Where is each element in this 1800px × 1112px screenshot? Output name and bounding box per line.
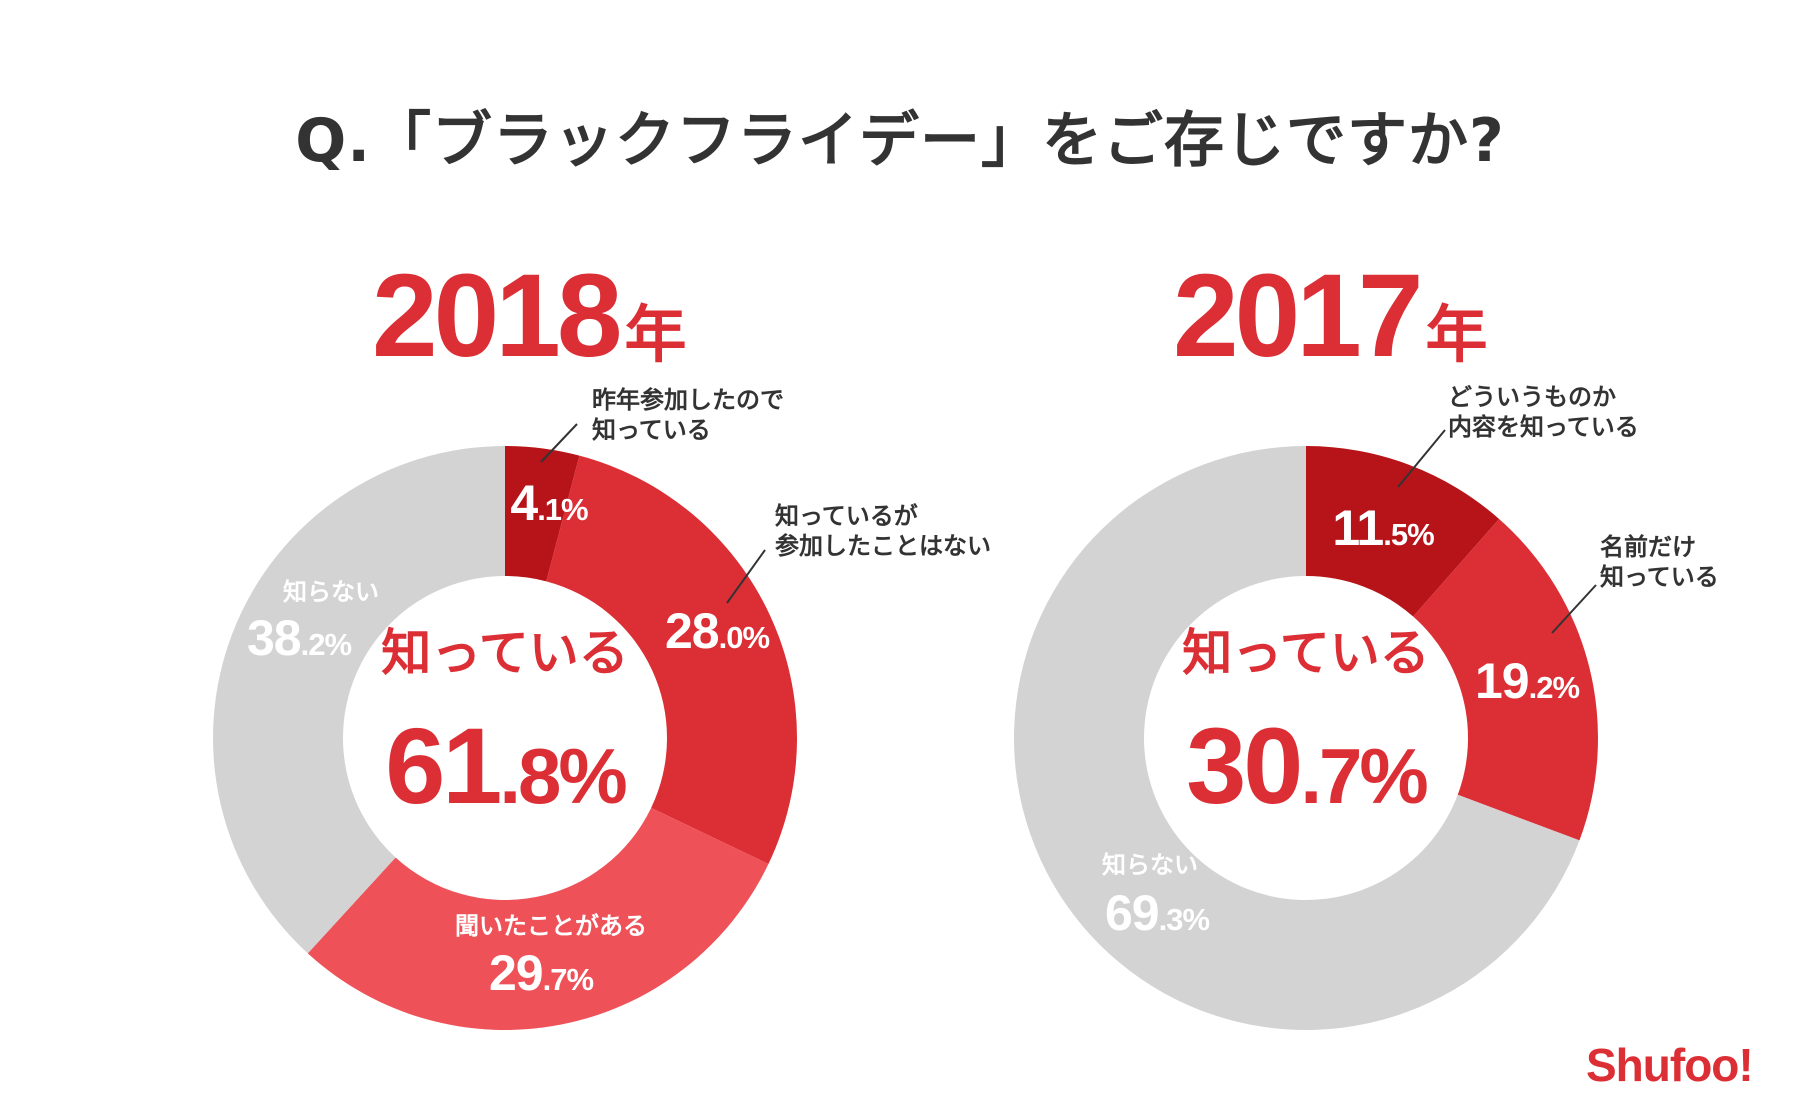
center-label: 知っている	[381, 624, 629, 682]
leader-line	[726, 549, 766, 604]
shufoo-logo: Shufoo!	[1586, 1039, 1754, 1091]
slice-2	[546, 455, 797, 864]
slice-label: 知らない	[1102, 851, 1198, 879]
leader-line	[1551, 584, 1597, 634]
slice-1	[1306, 446, 1500, 617]
slice-label: どういうものか内容を知っている	[1448, 383, 1639, 441]
slice-label: 昨年参加したので知っている	[592, 386, 784, 444]
year-unit: 年	[624, 298, 687, 371]
slice-value: 4.1%	[510, 475, 588, 531]
slice-label: 聞いたことがある	[455, 912, 647, 940]
center-value: 61.8%	[385, 705, 626, 826]
center-label: 知っている	[1182, 624, 1430, 682]
year-heading-2018: 2018年	[372, 248, 687, 384]
slice-value: 11.5%	[1332, 500, 1434, 556]
slice-value: 38.2%	[247, 610, 351, 666]
year-unit: 年	[1425, 298, 1488, 371]
slice-label: 知っているが参加したことはない	[775, 502, 991, 560]
donut-2017: どういうものか内容を知っている 11.5% 名前だけ知っている 19.2% 知らない 69…	[1013, 383, 1719, 1030]
slice-4	[213, 446, 506, 954]
leader-line	[1397, 429, 1446, 488]
slice-value: 19.2%	[1475, 653, 1579, 709]
slice-value: 29.7%	[489, 945, 593, 1001]
slice-1	[505, 446, 580, 582]
chart-title: Q.「ブラックフライデー」をご存じですか?	[295, 106, 1505, 176]
slice-label: 知らない	[283, 578, 379, 606]
slice-2	[1413, 518, 1598, 841]
year-number: 2018	[372, 250, 623, 382]
slice-value: 69.3%	[1105, 885, 1209, 941]
leader-line	[540, 423, 578, 463]
year-heading-2017: 2017年	[1173, 248, 1488, 384]
slice-3	[307, 807, 769, 1030]
center-value: 30.7%	[1186, 705, 1427, 826]
slice-label: 名前だけ知っている	[1600, 533, 1719, 591]
year-number: 2017	[1173, 250, 1424, 382]
slice-3	[1013, 446, 1580, 1030]
slice-value: 28.0%	[665, 603, 769, 659]
